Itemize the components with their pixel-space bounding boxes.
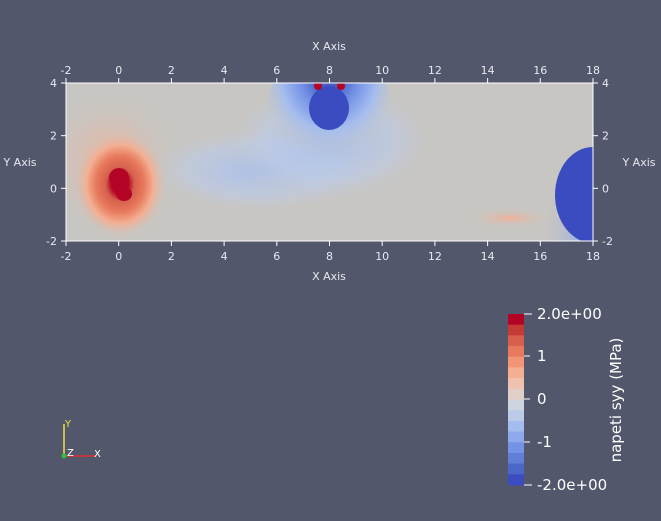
colorbar-swatch	[508, 474, 524, 486]
colorbar-min-label: -2.0e+00	[537, 476, 607, 494]
x-tick-label-bottom: 8	[326, 250, 333, 263]
x-tick-label-bottom: 16	[533, 250, 547, 263]
colorbar-tick-label-0: 0	[537, 390, 547, 408]
x-tick-label-top: 8	[326, 64, 333, 77]
colorbar-swatch	[508, 335, 524, 347]
colorbar-swatch	[508, 442, 524, 454]
colorbar-swatch	[508, 463, 524, 475]
colorbar-legend: 2.0e+00 1 0 -1 -2.0e+00 napeti syy (MPa)	[508, 305, 625, 494]
y-tick-label-right: 2	[602, 130, 609, 143]
x-tick-label-bottom: 6	[273, 250, 280, 263]
x-tick-label-bottom: 2	[168, 250, 175, 263]
y-tick-label-right: 4	[602, 77, 609, 90]
blue-core-top	[309, 86, 349, 130]
x-tick-label-bottom: 10	[375, 250, 389, 263]
x-tick-label-bottom: 18	[586, 250, 600, 263]
x-tick-label-top: 4	[221, 64, 228, 77]
blue-compression-top	[267, 83, 391, 180]
red-core-upper	[109, 168, 129, 188]
orientation-y-label: Y	[64, 419, 72, 430]
y-tick-label-left: 4	[50, 77, 57, 90]
stress-contour-field	[66, 83, 593, 241]
y-tick-label-left: 2	[50, 130, 57, 143]
colorbar-title: napeti syy (MPa)	[607, 338, 625, 463]
orientation-z-label: Z	[67, 448, 74, 459]
orientation-z-axis	[61, 453, 67, 459]
red-contact-point-left	[314, 83, 322, 90]
colorbar-swatch	[508, 346, 524, 358]
x-tick-label-top: 16	[533, 64, 547, 77]
x-tick-label-top: 18	[586, 64, 600, 77]
colorbar-swatch	[508, 314, 524, 326]
y-tick-label-right: -2	[602, 235, 613, 248]
x-tick-label-top: 14	[481, 64, 495, 77]
x-tick-label-top: 0	[115, 64, 122, 77]
x-tick-label-top: 6	[273, 64, 280, 77]
y-axis-title-right: Y Axis	[621, 156, 655, 169]
x-tick-label-top: 2	[168, 64, 175, 77]
colorbar-swatch	[508, 324, 524, 336]
colorbar-swatch	[508, 356, 524, 368]
x-tick-label-bottom: -2	[61, 250, 72, 263]
colorbar-swatch	[508, 378, 524, 390]
blue-core-right	[555, 147, 593, 241]
colorbar-tick-label-1: 1	[537, 347, 547, 365]
colorbar-swatch	[508, 410, 524, 422]
y-axis-title-left: Y Axis	[2, 156, 36, 169]
colorbar-swatch	[508, 388, 524, 400]
y-tick-label-right: 0	[602, 182, 609, 195]
y-tick-label-left: 0	[50, 182, 57, 195]
colorbar-max-label: 2.0e+00	[537, 305, 602, 323]
x-tick-label-top: -2	[61, 64, 72, 77]
red-core-lower	[116, 187, 132, 201]
red-contact-point-right	[337, 83, 345, 90]
x-axis-title-bottom: X Axis	[312, 270, 346, 283]
y-axis-ticks: -2 -2 0 0 2 2 4 4	[46, 77, 613, 248]
colorbar-swatch	[508, 431, 524, 443]
x-tick-label-bottom: 4	[221, 250, 228, 263]
colorbar-swatch	[508, 420, 524, 433]
colorbar-swatch	[508, 399, 524, 411]
colorbar-swatch	[508, 367, 524, 379]
x-tick-label-top: 12	[428, 64, 442, 77]
orientation-axes-widget: Y Z X	[61, 419, 101, 460]
x-axis-ticks: -2 -2 0 0 2 2 4 4 6 6 8 8 10 10 12 12 14 14 16 16 18 18	[61, 64, 600, 263]
colorbar-swatches	[508, 314, 524, 486]
colorbar-tick-label--1: -1	[537, 433, 552, 451]
colorbar-swatch	[508, 452, 524, 465]
x-tick-label-bottom: 12	[428, 250, 442, 263]
x-tick-label-bottom: 14	[481, 250, 495, 263]
x-tick-label-top: 10	[375, 64, 389, 77]
x-tick-label-bottom: 0	[115, 250, 122, 263]
orientation-x-label: X	[94, 449, 101, 460]
x-axis-title-top: X Axis	[312, 40, 346, 53]
y-tick-label-left: -2	[46, 235, 57, 248]
